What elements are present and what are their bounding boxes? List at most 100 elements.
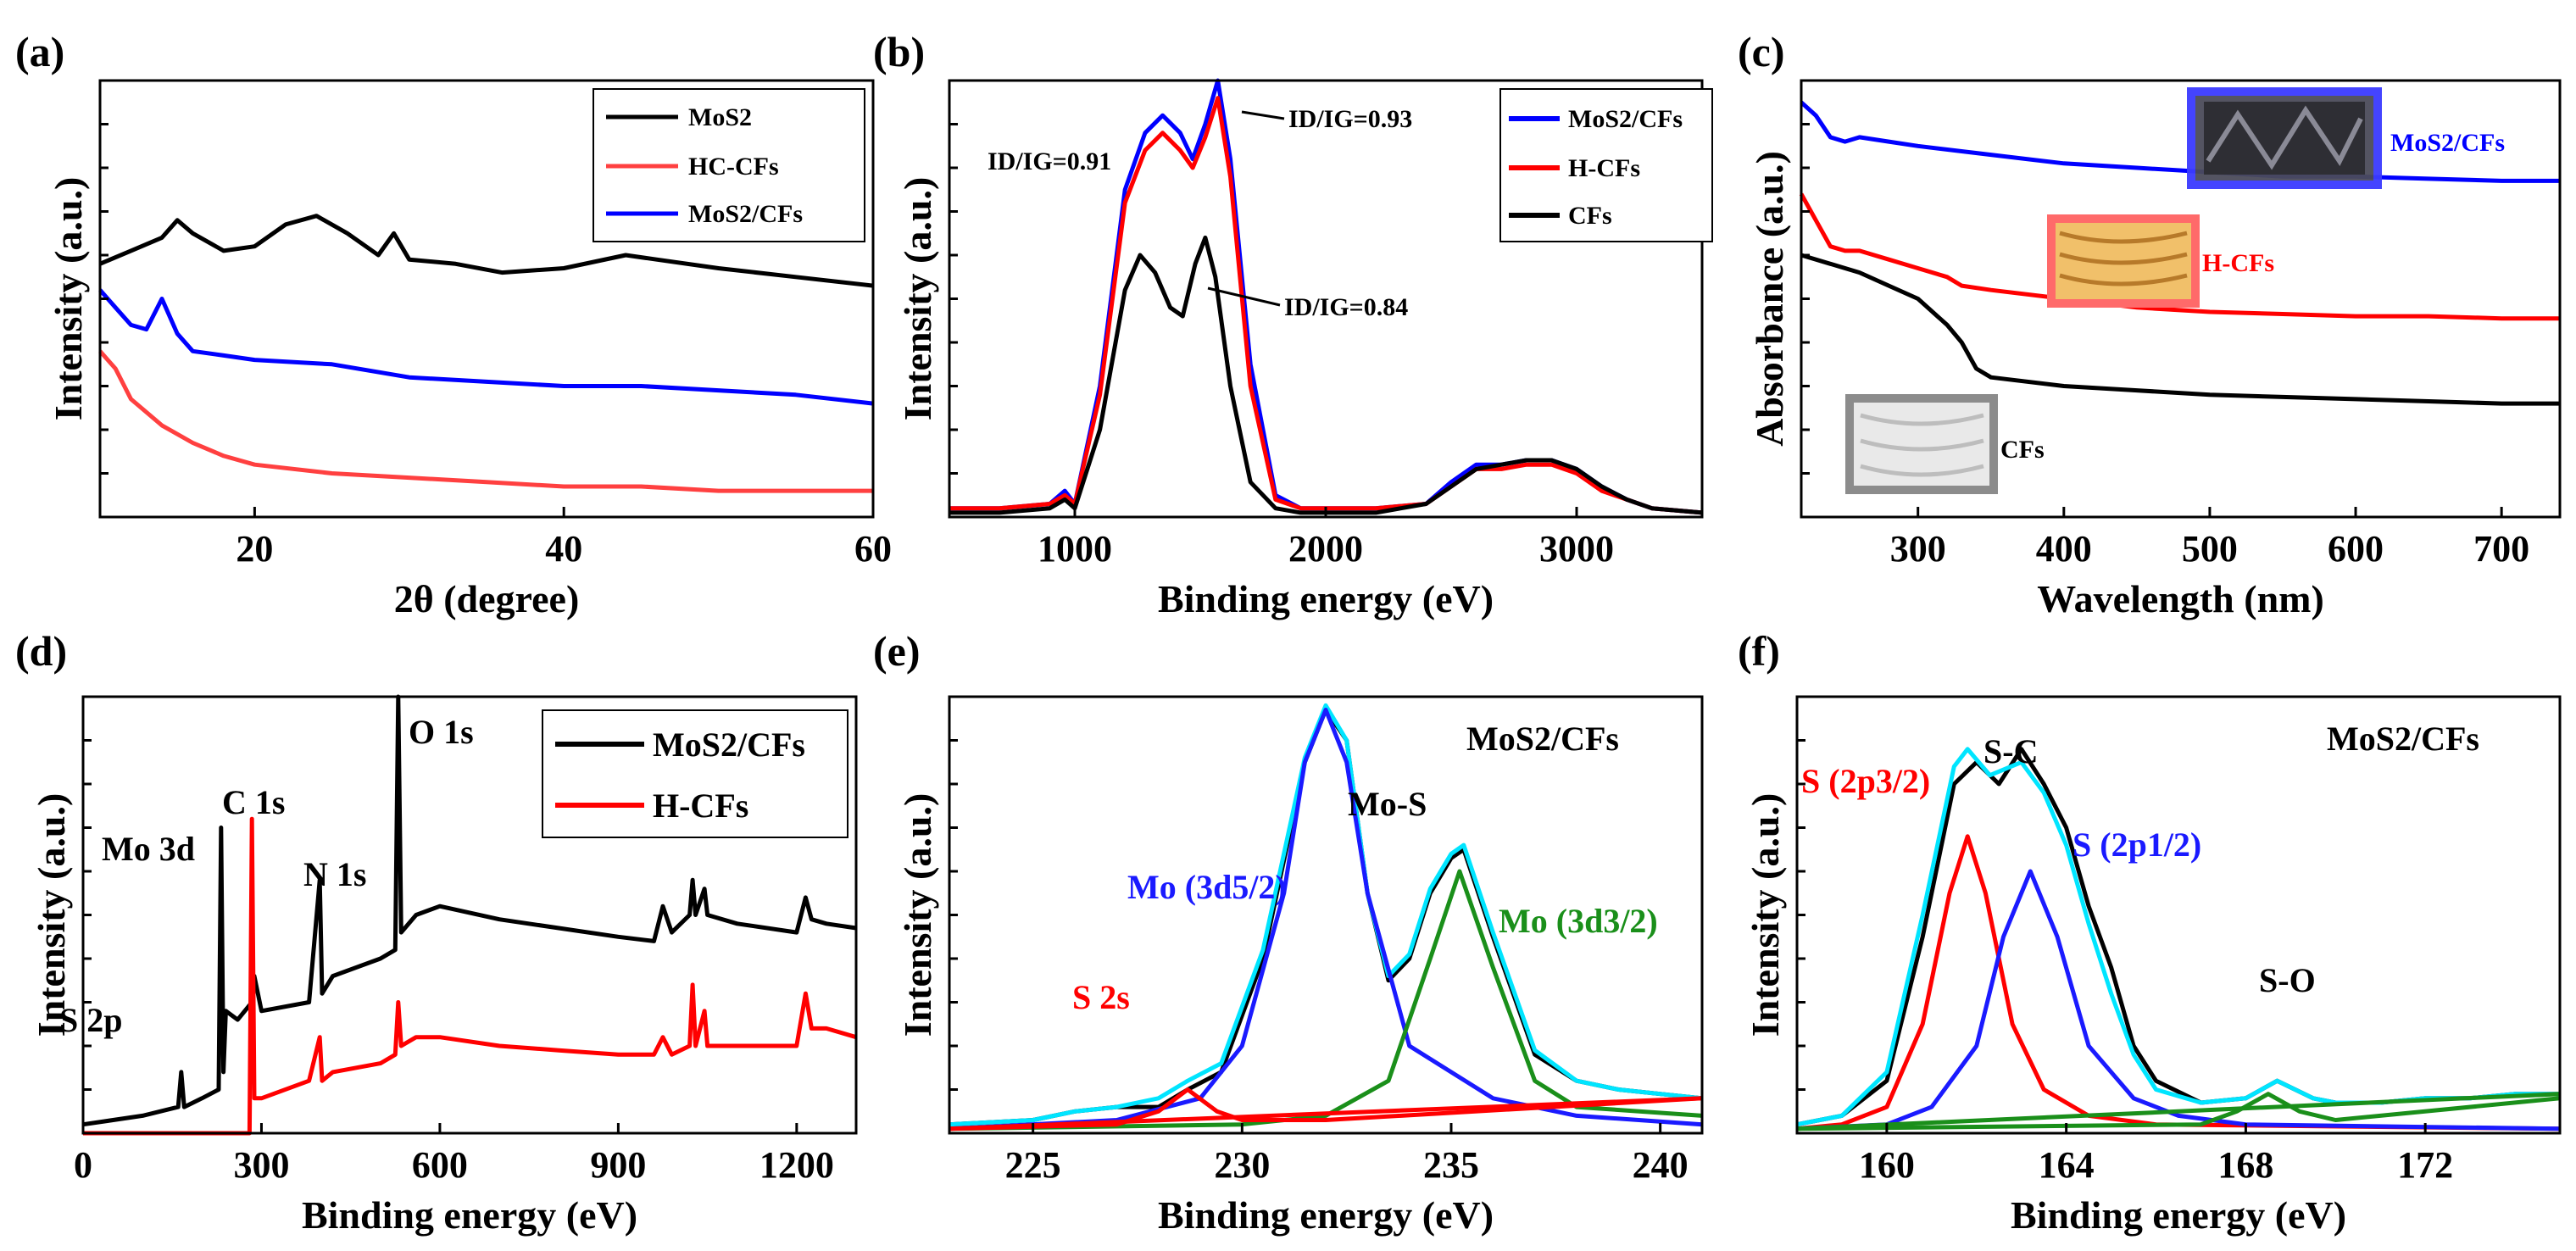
series-h-cfs (1799, 192, 2560, 321)
x-tick-label: 225 (1005, 1144, 1061, 1186)
annotation-arrow-084 (1207, 286, 1281, 307)
x-axis-label: Binding energy (eV) (1158, 1193, 1494, 1237)
annotation-title-e: MoS2/CFs (1466, 720, 1619, 758)
annotation-s2s: S 2s (1072, 978, 1130, 1016)
legend-d: MoS2/CFs H-CFs (542, 709, 848, 838)
panel-b: 1000 2000 3000 Binding energy (eV) Intensity… (896, 78, 1704, 620)
annotation-id-ig-084: ID/IG=0.84 (1284, 293, 1408, 321)
series-cfs (1800, 253, 2560, 406)
annotation-n1s: N 1s (303, 855, 366, 893)
annotation-c1s: C 1s (222, 783, 285, 821)
series-mos2 (99, 214, 874, 288)
panel-d: 0 300 600 900 1200 Binding energy (eV) Intensi… (30, 694, 858, 1237)
x-tick-label: 235 (1423, 1144, 1479, 1186)
x-tick-label: 300 (233, 1144, 289, 1186)
legend-label-mos2-cfs: MoS2/CFs (1568, 105, 1683, 133)
y-axis-label: Intensity (a.u.) (896, 177, 939, 421)
legend-a: MoS2 HC-CFs MoS2/CFs (593, 88, 865, 242)
series-baseline (949, 1096, 1703, 1131)
x-tick-label: 20 (236, 528, 273, 570)
series-s-2p1-2- (1796, 869, 2561, 1131)
x-tick-label: 164 (2039, 1144, 2095, 1186)
legend-label-h-cfs: H-CFs (653, 787, 748, 825)
legend-label-mos2-cfs: MoS2/CFs (688, 200, 803, 228)
x-tick-label: 1200 (759, 1144, 834, 1186)
panel-letter-c: (c) (1738, 28, 1785, 75)
legend-label-cfs: CFs (1568, 202, 1612, 230)
sample-photo-mos2-cfs (2187, 87, 2382, 189)
panel-e: 225 230 235 240 Binding energy (eV) Intensity… (896, 695, 1704, 1237)
sample-photo-h-cfs (2047, 214, 2200, 308)
panel-f: 160 164 168 172 Binding energy (eV) Intensity… (1744, 695, 2562, 1237)
label-mos2-cfs: MoS2/CFs (2390, 129, 2505, 157)
x-tick-label: 160 (1859, 1144, 1915, 1186)
x-tick-label: 240 (1633, 1144, 1689, 1186)
x-tick-label: 2000 (1288, 528, 1363, 570)
sample-photo-cfs (1845, 394, 1998, 494)
x-axis-label: Wavelength (nm) (2037, 577, 2324, 620)
panel-letter-e: (e) (873, 627, 921, 675)
x-tick-label: 40 (545, 528, 582, 570)
annotation-mo-s: Mo-S (1348, 785, 1427, 823)
series-fit-envelope (1796, 747, 2560, 1127)
x-tick-label: 168 (2217, 1144, 2273, 1186)
panel-letter-b: (b) (873, 28, 925, 75)
annotation-mo-3d32: Mo (3d3/2) (1499, 902, 1658, 940)
series-cfs (949, 235, 1703, 515)
annotation-s-c: S-C (1983, 732, 2038, 770)
series-h-cfs (949, 96, 1703, 515)
x-axis-label: 2θ (degree) (394, 577, 580, 620)
annotation-s2p: S 2p (59, 1001, 123, 1039)
annotation-s-2p12: S (2p1/2) (2072, 826, 2201, 864)
annotation-id-ig-091: ID/IG=0.91 (988, 147, 1111, 175)
x-tick-label: 600 (2328, 528, 2384, 570)
legend-label-mos2: MoS2 (688, 103, 752, 131)
annotation-title-f: MoS2/CFs (2327, 720, 2479, 758)
y-axis-label: Intensity (a.u.) (896, 793, 939, 1037)
x-axis-label: Binding energy (eV) (2011, 1193, 2346, 1237)
x-tick-label: 0 (74, 1144, 92, 1186)
panel-letter-f: (f) (1738, 627, 1780, 675)
series-raw (1796, 747, 2560, 1127)
annotation-arrow-093 (1241, 110, 1285, 120)
series-mos2-cfs (1800, 100, 2560, 183)
x-tick-label: 700 (2473, 528, 2529, 570)
series-h-cfs (83, 816, 857, 1136)
legend-box (542, 709, 848, 838)
annotation-mo-3d52: Mo (3d5/2) (1127, 868, 1287, 906)
annotation-s-o: S-O (2259, 961, 2316, 999)
panel-letter-a: (a) (15, 28, 64, 75)
series-hc-cfs (98, 349, 873, 493)
series-s-o (1796, 1092, 2561, 1131)
annotation-id-ig-093: ID/IG=0.93 (1288, 105, 1412, 133)
panel-a: 20 40 60 2θ (degree) Intensity (a.u.) (47, 79, 892, 620)
legend-label-hc-cfs: HC-CFs (688, 153, 779, 181)
x-tick-label: 3000 (1539, 528, 1614, 570)
annotation-s-2p32: S (2p3/2) (1801, 762, 1930, 800)
label-cfs: CFs (2000, 436, 2045, 464)
y-axis-label: Intensity (a.u.) (1744, 793, 1787, 1037)
panel-letter-d: (d) (15, 627, 67, 675)
legend-label-h-cfs: H-CFs (1568, 154, 1640, 182)
x-tick-label: 1000 (1038, 528, 1112, 570)
label-h-cfs: H-CFs (2202, 249, 2274, 277)
legend-label-mos2-cfs: MoS2/CFs (653, 726, 805, 764)
x-tick-label: 400 (2036, 528, 2092, 570)
annotation-o1s: O 1s (409, 713, 474, 751)
series-mos2-cfs (98, 288, 874, 406)
series-s-2p3-2- (1796, 834, 2561, 1131)
y-axis-label: Absorbance (a.u.) (1748, 151, 1791, 447)
y-axis-label: Intensity (a.u.) (30, 793, 73, 1037)
annotation-mo3d: Mo 3d (102, 830, 195, 868)
x-tick-label: 500 (2182, 528, 2238, 570)
x-tick-label: 60 (854, 528, 892, 570)
x-tick-label: 600 (412, 1144, 468, 1186)
x-axis-label: Binding energy (eV) (1158, 577, 1494, 620)
x-tick-label: 230 (1214, 1144, 1270, 1186)
x-tick-label: 172 (2397, 1144, 2453, 1186)
legend-b: MoS2/CFs H-CFs CFs (1499, 88, 1713, 242)
series-baseline (1796, 1092, 2561, 1131)
x-tick-label: 900 (590, 1144, 646, 1186)
panel-c: 300 400 500 600 700 Wavelength (nm) Absorbance… (1748, 79, 2562, 620)
